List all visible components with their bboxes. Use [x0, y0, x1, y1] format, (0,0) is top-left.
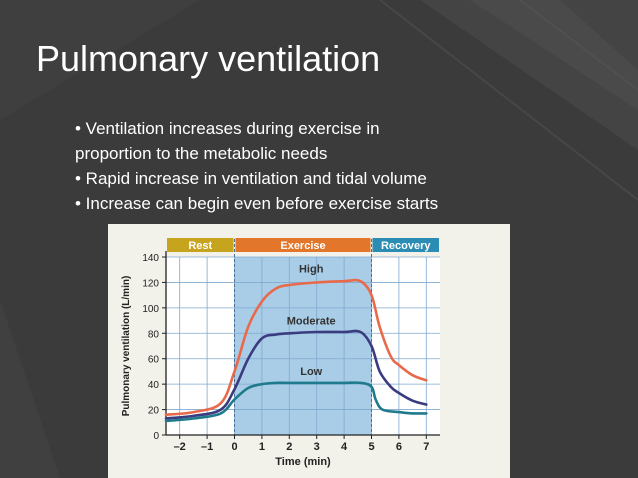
series-line-low: [164, 381, 428, 423]
y-tick-label: 60: [148, 355, 160, 366]
phase-band: [372, 238, 439, 252]
bullet-line: • Increase can begin even before exercis…: [75, 194, 439, 213]
bullet-item: • Rapid increase in ventilation and tida…: [75, 166, 545, 191]
ventilation-chart: Rest Exercise Recovery020406080100120140–2…: [121, 238, 440, 468]
series-annotation: High: [299, 263, 324, 275]
y-tick-label: 80: [148, 329, 160, 340]
y-tick-label: 140: [142, 253, 159, 264]
x-tick-label: 6: [396, 441, 402, 453]
bullet-item: • Increase can begin even before exercis…: [75, 191, 545, 216]
x-tick-label: 2: [286, 441, 292, 453]
bullet-item: • Ventilation increases during exercise …: [75, 116, 545, 166]
slide-title: Pulmonary ventilation: [36, 38, 381, 79]
y-tick-label: 120: [142, 278, 159, 289]
bullet-line: • Ventilation increases during exercise …: [75, 119, 380, 138]
series-line-moderate: [164, 329, 428, 420]
series-line-high: [164, 278, 428, 416]
phase-label: Rest: [188, 240, 212, 252]
x-tick-label: 7: [423, 441, 429, 453]
phase-band: [167, 238, 234, 252]
y-tick-label: 20: [148, 406, 160, 417]
ventilation-figure: Rest Exercise Recovery 0 20 40 60 80 100 120 140 –2…: [108, 224, 510, 478]
series-annotation: Low: [300, 366, 322, 378]
x-axis-title: Time (min): [275, 456, 331, 468]
series-annotation: Moderate: [287, 315, 336, 327]
x-tick-label: 0: [231, 441, 237, 453]
bullet-list: • Ventilation increases during exercise …: [75, 116, 545, 216]
x-tick-label: 4: [341, 441, 348, 453]
phase-label: Recovery: [381, 240, 431, 252]
x-tick-label: –2: [174, 441, 186, 453]
x-tick-label: –1: [201, 441, 213, 453]
y-tick-label: 40: [148, 380, 160, 391]
y-tick-label: 100: [142, 304, 159, 315]
x-tick-label: 5: [368, 441, 374, 453]
bullet-line: proportion to the metabolic needs: [75, 144, 328, 163]
phase-label: Exercise: [280, 240, 325, 252]
bullet-line: • Rapid increase in ventilation and tida…: [75, 169, 427, 188]
y-tick-label: 0: [153, 431, 159, 442]
x-tick-label: 1: [259, 441, 265, 453]
phase-band: [235, 238, 371, 252]
x-tick-label: 3: [314, 441, 320, 453]
y-axis-title: Pulmonary ventilation (L/min): [121, 276, 132, 417]
exercise-shading: [234, 257, 372, 435]
